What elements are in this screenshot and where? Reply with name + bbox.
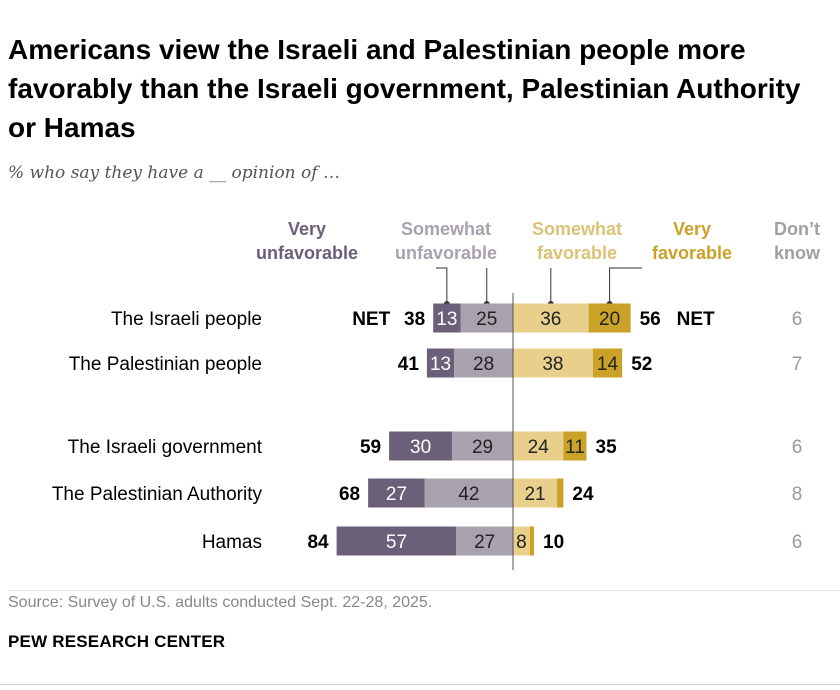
net-label-left: NET — [352, 309, 390, 330]
bar-segment — [588, 303, 631, 333]
dont-know-value: 6 — [792, 309, 803, 330]
legend-leader-very-favorable — [609, 267, 642, 304]
legend-very-unfavorable-line2: unfavorable — [256, 243, 358, 263]
footer-divider — [8, 590, 840, 591]
legend-dont-know-line1: Don’t — [774, 219, 820, 239]
dont-know-value: 8 — [792, 484, 803, 505]
net-unfavorable-value: 59 — [360, 437, 381, 458]
segment-value-label: 38 — [542, 354, 563, 375]
segment-value-label: 24 — [528, 437, 550, 458]
chart-title: Americans view the Israeli and Palestini… — [8, 34, 801, 143]
bar-segment — [513, 303, 589, 333]
bar-segment — [368, 478, 425, 508]
pew-logo: PEW RESEARCH CENTER — [8, 632, 226, 651]
dont-know-value: 6 — [792, 532, 803, 553]
bar-segment — [426, 348, 455, 378]
net-favorable-value: 56 — [640, 309, 661, 330]
bar-segment — [454, 348, 513, 378]
bar-segment — [460, 303, 513, 333]
segment-value-label: 28 — [473, 354, 494, 375]
legend-very-unfavorable-line1: Very — [288, 219, 326, 239]
bar-segment — [433, 303, 461, 333]
category-label: The Israeli government — [68, 437, 263, 458]
legend-very-favorable-line1: Very — [673, 219, 711, 239]
legend-very-favorable-line2: favorable — [652, 243, 732, 263]
segment-value-label: 42 — [458, 484, 479, 505]
legend-dont-know-line2: know — [774, 243, 821, 263]
segment-value-label: 29 — [472, 437, 493, 458]
category-label: The Palestinian people — [69, 354, 262, 375]
segment-value-label: 11 — [565, 437, 585, 458]
category-label: The Israeli people — [111, 309, 262, 330]
segment-value-label: 13 — [436, 309, 457, 330]
segment-value-label: 57 — [386, 532, 407, 553]
dont-know-value: 6 — [792, 437, 803, 458]
bar-segment — [513, 526, 530, 556]
source-note: Source: Survey of U.S. adults conducted … — [8, 594, 433, 611]
net-favorable-value: 10 — [543, 532, 564, 553]
bar-segment — [336, 526, 457, 556]
legend-leader-very-unfavorable — [436, 267, 448, 304]
diverging-bar-chart: Very unfavorable Somewhat unfavorable Somewh… — [52, 219, 821, 570]
segment-value-label: 25 — [476, 309, 497, 330]
bar-segment — [513, 431, 564, 461]
segment-value-label: 27 — [474, 532, 495, 553]
bar-segment — [456, 526, 513, 556]
bar-segment — [592, 348, 623, 378]
bar-segment — [424, 478, 513, 508]
net-unfavorable-value: 38 — [404, 309, 425, 330]
segment-value-label: 21 — [524, 484, 545, 505]
segment-value-label: 36 — [540, 309, 561, 330]
bar-segment — [557, 478, 564, 508]
bar-segment — [563, 431, 587, 461]
segment-value-label: 14 — [597, 354, 619, 375]
bar-segment — [529, 526, 534, 556]
legend-somewhat-favorable-line1: Somewhat — [532, 219, 622, 239]
dont-know-value: 7 — [792, 354, 803, 375]
segment-value-label: 30 — [410, 437, 431, 458]
bar-segment — [452, 431, 513, 461]
legend-somewhat-favorable-line2: favorable — [537, 243, 617, 263]
segment-value-label: 13 — [430, 354, 451, 375]
segment-value-label: 8 — [516, 532, 527, 553]
net-favorable-value: 24 — [572, 484, 594, 505]
chart-subtitle: % who say they have a __ opinion of … — [8, 163, 340, 183]
bar-segment — [513, 348, 593, 378]
bar-segment — [389, 431, 453, 461]
net-unfavorable-value: 68 — [339, 484, 360, 505]
segment-value-label: 27 — [386, 484, 407, 505]
bottom-border — [0, 684, 840, 685]
net-favorable-value: 52 — [631, 354, 652, 375]
net-unfavorable-value: 84 — [307, 532, 329, 553]
category-label: The Palestinian Authority — [52, 484, 263, 505]
net-label-right: NET — [677, 309, 715, 330]
legend-somewhat-unfavorable-line2: unfavorable — [395, 243, 497, 263]
net-unfavorable-value: 41 — [398, 354, 420, 375]
bar-segment — [513, 478, 558, 508]
segment-value-label: 20 — [599, 309, 620, 330]
category-label: Hamas — [202, 532, 262, 553]
legend-somewhat-unfavorable-line1: Somewhat — [401, 219, 491, 239]
net-favorable-value: 35 — [596, 437, 618, 458]
